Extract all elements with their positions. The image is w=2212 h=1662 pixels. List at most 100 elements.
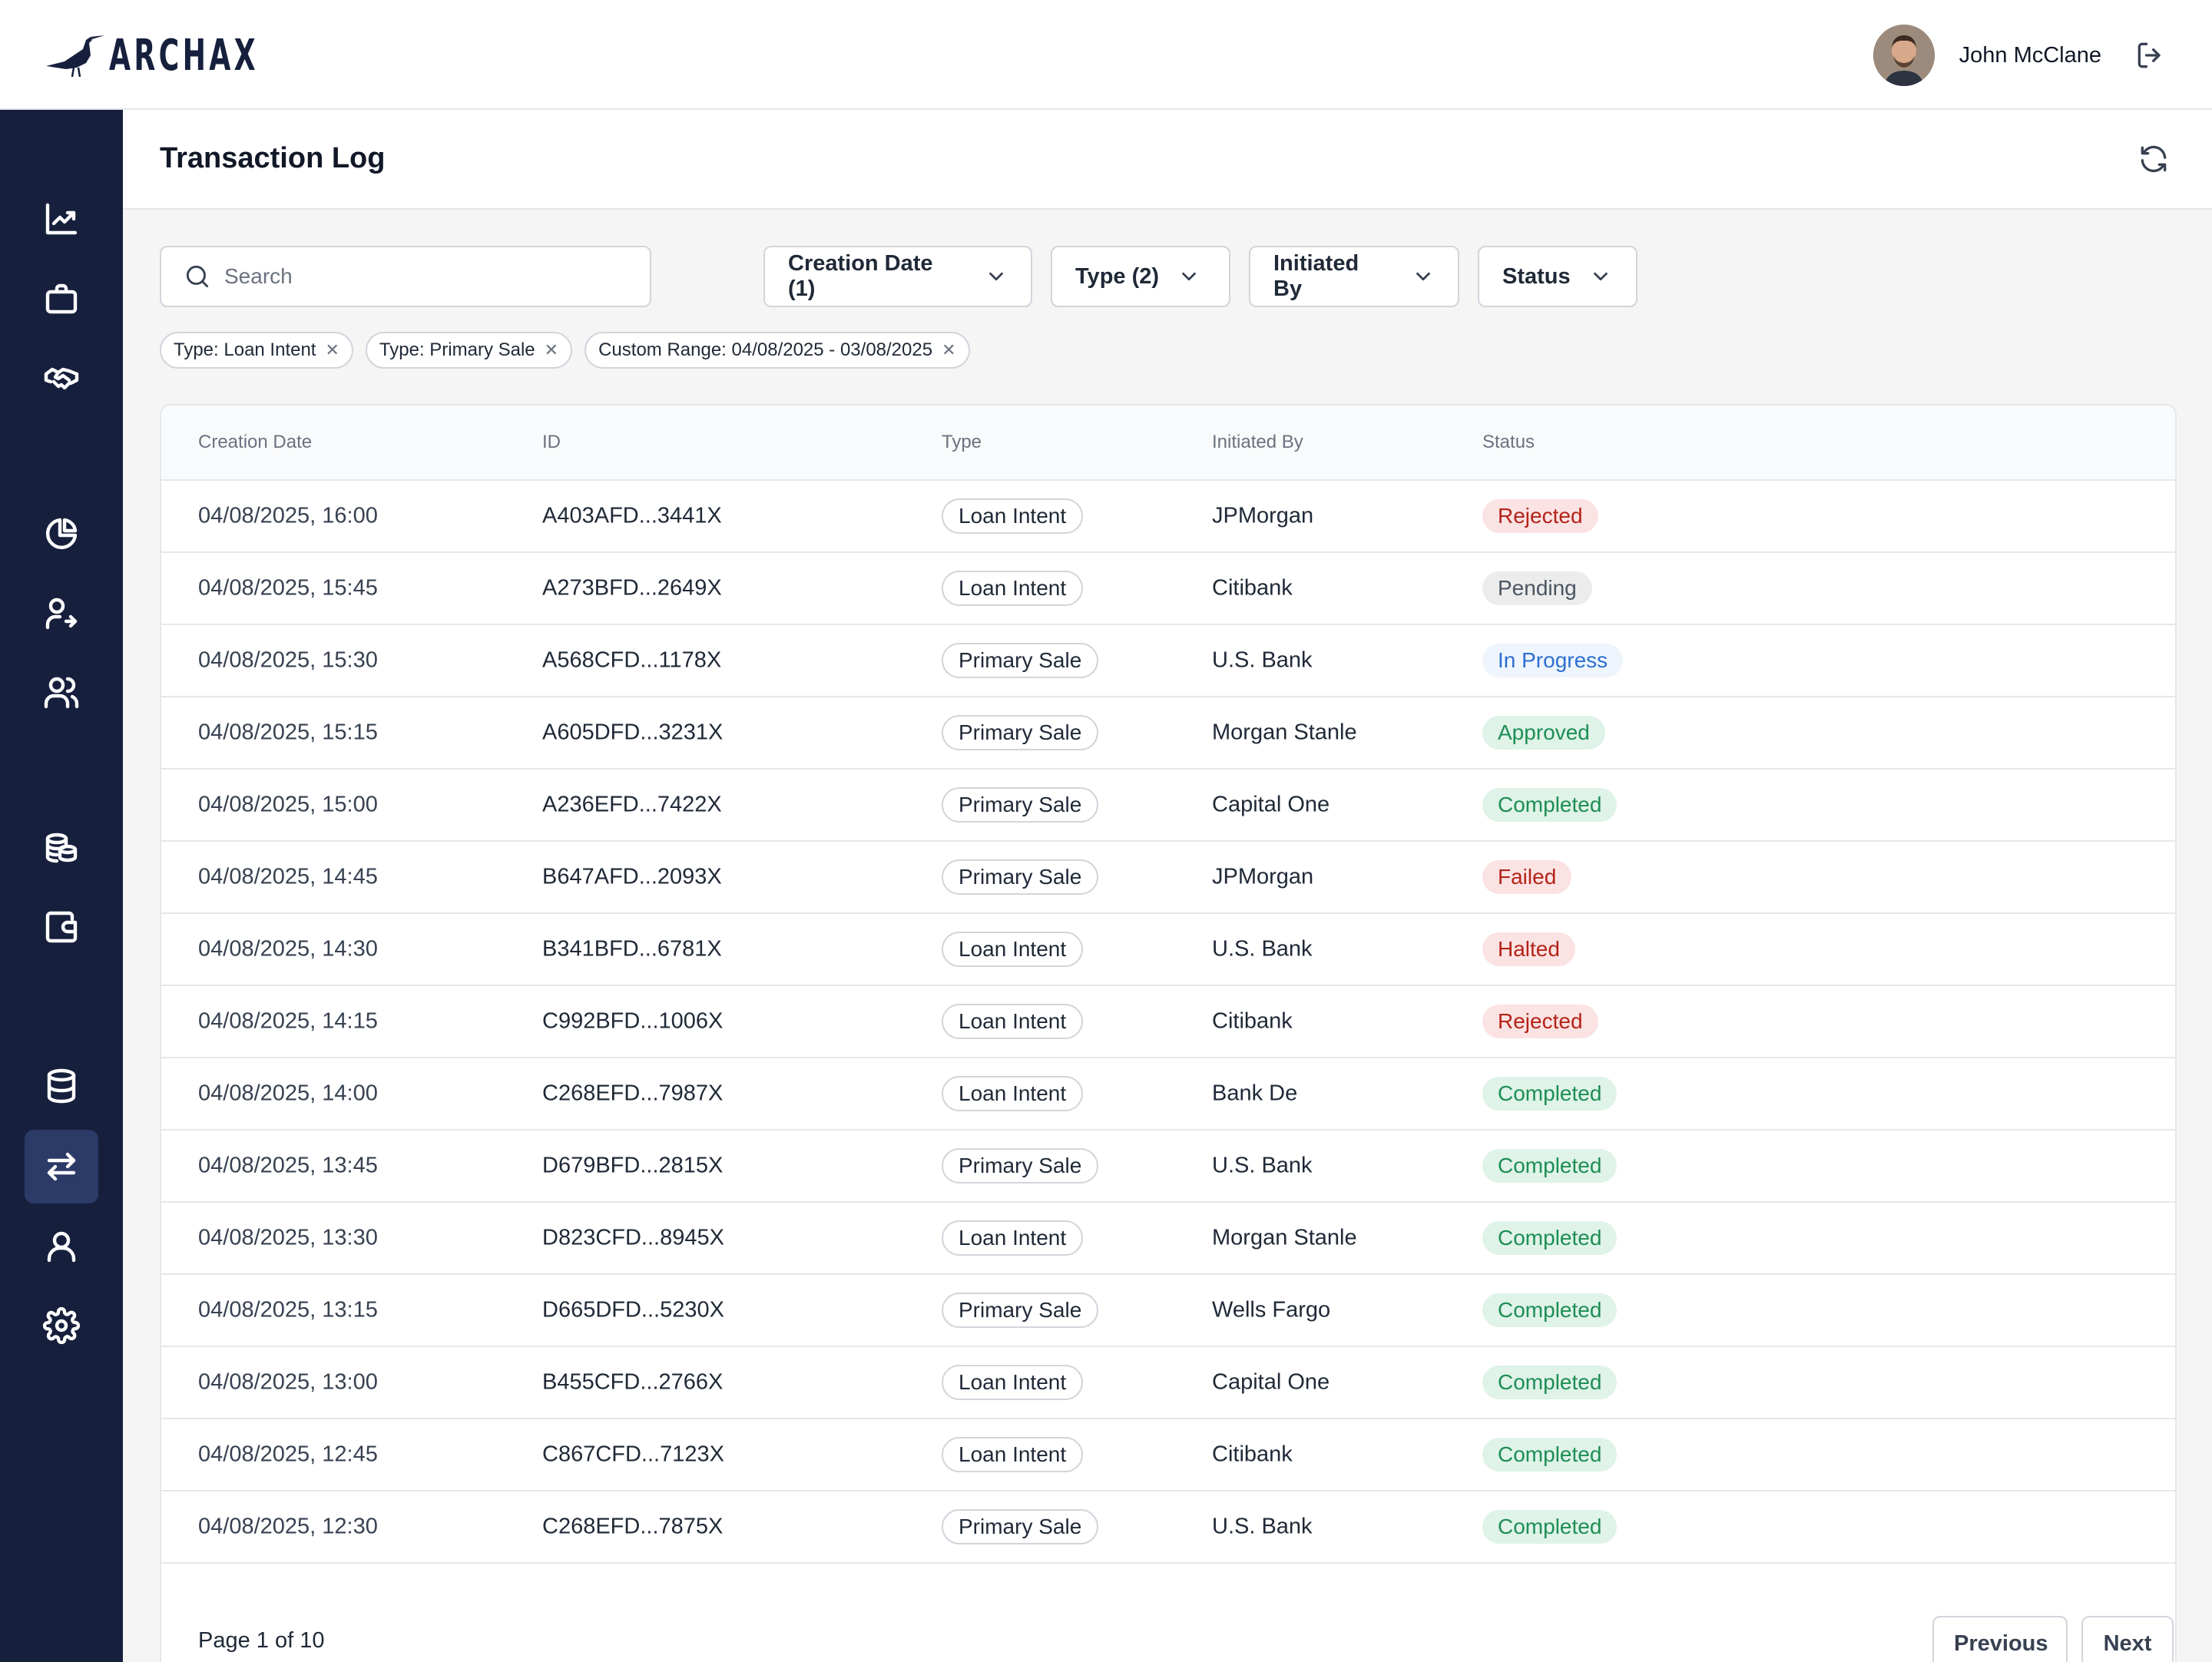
next-button[interactable]: Next [2081,1616,2174,1662]
cell-creation-date: 04/08/2025, 13:45 [198,1153,378,1178]
settings-icon [43,1307,80,1344]
table-row[interactable]: 04/08/2025, 13:00 B455CFD...2766X Loan Int… [161,1347,2175,1419]
cell-initiated-by: Citibank [1212,575,1293,601]
user-transfer-icon [45,598,78,630]
table-row[interactable]: 04/08/2025, 13:30 D823CFD...8945X Loan Int… [161,1203,2175,1275]
transfer-arrows-icon [47,1152,76,1181]
cell-status: Completed [1482,788,1618,822]
type-badge: Primary Sale [942,1148,1099,1184]
table-row[interactable]: 04/08/2025, 15:30 A568CFD...1178X Primary … [161,625,2175,697]
cell-type: Loan Intent [942,1004,1084,1039]
filter-chip: Type: Primary Sale ✕ [365,332,573,369]
sidebar-item-transactions[interactable] [25,1130,98,1203]
close-icon[interactable]: ✕ [544,340,559,359]
sidebar-item-database[interactable] [25,1049,98,1123]
table-row[interactable]: 04/08/2025, 14:45 B647AFD...2093X Primary … [161,842,2175,914]
column-header-creation-date[interactable]: Creation Date [198,432,313,452]
top-bar: ARCHAX John McClane [0,0,2212,110]
cell-type: Loan Intent [942,571,1084,606]
table-row[interactable]: 04/08/2025, 14:15 C992BFD...1006X Loan Int… [161,986,2175,1058]
cell-initiated-by: U.S. Bank [1212,1514,1313,1539]
sidebar-item-analytics[interactable] [25,182,98,256]
filter-chip-label: Custom Range: 04/08/2025 - 03/08/2025 [598,339,933,360]
sidebar-item-profile[interactable] [25,1210,98,1283]
status-badge: Rejected [1482,1005,1598,1038]
sidebar [0,110,123,1662]
table-row[interactable]: 04/08/2025, 13:45 D679BFD...2815X Primary … [161,1131,2175,1203]
filter-initiated-by[interactable]: Initiated By [1249,246,1459,307]
sidebar-item-wallet[interactable] [25,890,98,964]
column-header-initiated-by[interactable]: Initiated By [1212,432,1303,452]
table-row[interactable]: 04/08/2025, 16:00 A403AFD...3441X Loan Int… [161,481,2175,553]
cell-initiated-by: Citibank [1212,1008,1293,1034]
cell-id: A605DFD...3231X [542,720,724,745]
table-row[interactable]: 04/08/2025, 12:45 C867CFD...7123X Loan Int… [161,1419,2175,1491]
cell-status: Completed [1482,1366,1618,1399]
table-body: 04/08/2025, 16:00 A403AFD...3441X Loan Int… [161,481,2175,1564]
previous-button[interactable]: Previous [1932,1616,2068,1662]
filter-chip-label: Type: Loan Intent [174,339,316,360]
table-row[interactable]: 04/08/2025, 14:00 C268EFD...7987X Loan Int… [161,1058,2175,1131]
cell-creation-date: 04/08/2025, 15:45 [198,575,378,601]
table-row[interactable]: 04/08/2025, 12:30 C268EFD...7875X Primary … [161,1491,2175,1564]
cell-id: B341BFD...6781X [542,936,722,962]
sidebar-item-portfolio[interactable] [25,263,98,336]
filter-chip: Custom Range: 04/08/2025 - 03/08/2025 ✕ [584,332,970,369]
close-icon[interactable]: ✕ [325,340,339,359]
cell-type: Primary Sale [942,1509,1099,1544]
chevron-down-icon [1182,272,1196,281]
status-badge: Completed [1482,1366,1618,1399]
status-badge: Pending [1482,571,1592,605]
search-input[interactable] [224,264,639,289]
filter-creation-date-label: Creation Date (1) [788,251,933,301]
table-row[interactable]: 04/08/2025, 15:00 A236EFD...7422X Primary … [161,770,2175,842]
sidebar-item-reports[interactable] [25,497,98,571]
cell-initiated-by: U.S. Bank [1212,936,1313,962]
cell-creation-date: 04/08/2025, 12:30 [198,1514,378,1539]
column-header-status[interactable]: Status [1482,432,1535,452]
table-row[interactable]: 04/08/2025, 14:30 B341BFD...6781X Loan Int… [161,914,2175,986]
type-badge: Loan Intent [942,498,1084,534]
column-header-id[interactable]: ID [542,432,561,452]
sidebar-item-user-transfers[interactable] [25,577,98,651]
cell-initiated-by: JPMorgan [1212,503,1314,528]
cell-status: Rejected [1482,1005,1598,1038]
user-menu[interactable]: John McClane [1873,24,2167,87]
archax-logo[interactable]: ARCHAX [43,31,317,81]
avatar[interactable] [1873,25,1935,86]
cell-type: Loan Intent [942,1076,1084,1111]
cell-status: Completed [1482,1293,1618,1327]
filter-creation-date[interactable]: Creation Date (1) [763,246,1032,307]
sidebar-item-assets[interactable] [25,811,98,885]
sidebar-item-deals[interactable] [25,342,98,416]
column-header-type[interactable]: Type [942,432,982,452]
cell-creation-date: 04/08/2025, 14:15 [198,1008,378,1034]
filter-initiated-by-label: Initiated By [1273,251,1359,301]
table-row[interactable]: 04/08/2025, 13:15 D665DFD...5230X Primary … [161,1275,2175,1347]
cell-status: Halted [1482,932,1575,966]
cell-initiated-by: Morgan Stanle [1212,1225,1357,1250]
refresh-icon[interactable] [2137,142,2171,176]
close-icon[interactable]: ✕ [942,340,956,359]
status-badge: Approved [1482,716,1605,750]
cell-status: Approved [1482,716,1605,750]
coins-icon [45,833,78,863]
status-badge: In Progress [1482,644,1624,677]
table-row[interactable]: 04/08/2025, 15:15 A605DFD...3231X Primary … [161,697,2175,770]
sidebar-item-settings[interactable] [25,1289,98,1362]
transaction-table: Creation Date ID Type Initiated By Statu… [160,404,2177,1662]
cell-type: Loan Intent [942,498,1084,534]
filter-status[interactable]: Status [1478,246,1637,307]
filter-type[interactable]: Type (2) [1051,246,1230,307]
logout-icon[interactable] [2134,38,2167,72]
page-title: Transaction Log [160,142,386,174]
sidebar-item-users[interactable] [25,656,98,730]
status-badge: Completed [1482,788,1618,822]
cell-type: Loan Intent [942,1365,1084,1400]
cell-initiated-by: U.S. Bank [1212,1153,1313,1178]
search-box[interactable] [160,246,651,307]
cell-creation-date: 04/08/2025, 16:00 [198,503,378,528]
cell-creation-date: 04/08/2025, 12:45 [198,1442,378,1467]
type-badge: Loan Intent [942,1076,1084,1111]
table-row[interactable]: 04/08/2025, 15:45 A273BFD...2649X Loan Int… [161,553,2175,625]
